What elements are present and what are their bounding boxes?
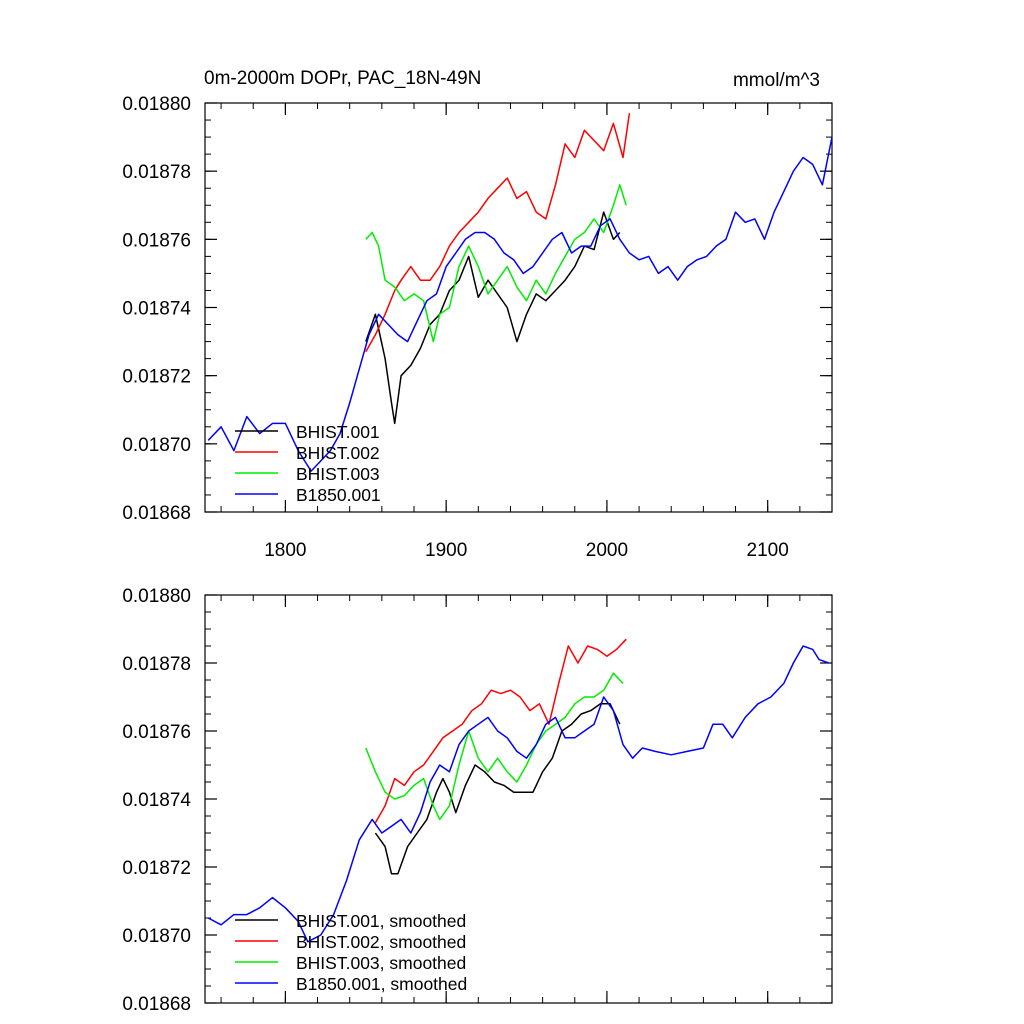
raw-panel: 0.01868 0.01870 0.01872 0.01874 0.01876 0.018… <box>122 94 833 561</box>
smooth-series-line-4 <box>207 645 830 943</box>
smooth-series-line-3 <box>365 672 624 821</box>
raw-y-tick-label: 0.01868 <box>122 503 191 524</box>
raw-y-tick-label: 0.01878 <box>122 162 191 183</box>
smooth-series-line-2 <box>374 638 627 824</box>
smooth-y-tick-label: 0.01880 <box>122 586 191 607</box>
raw-series-line-2 <box>365 113 631 353</box>
smooth-y-tick-label: 0.01876 <box>122 722 191 743</box>
raw-y-tick-label: 0.01870 <box>122 435 191 456</box>
smooth-y-tick-label: 0.01868 <box>122 994 191 1015</box>
smooth-y-tick-label: 0.01870 <box>122 926 191 947</box>
raw-legend-label: BHIST.002 <box>296 443 380 463</box>
raw-legend-label: B1850.001 <box>296 485 381 505</box>
raw-series-line-4 <box>207 136 832 472</box>
raw-series-line-1 <box>365 211 621 425</box>
raw-x-tick-label: 2000 <box>586 540 628 561</box>
raw-series-line-3 <box>365 184 627 343</box>
smooth-legend-label: B1850.001, smoothed <box>296 974 467 994</box>
smooth-legend-label: BHIST.002, smoothed <box>296 932 466 952</box>
chart-title: 0m-2000m DOPr, PAC_18N-49N <box>204 68 481 89</box>
raw-x-tick-label: 2100 <box>747 540 789 561</box>
raw-y-tick-label: 0.01876 <box>122 230 191 251</box>
smooth-series-line-1 <box>374 703 621 875</box>
raw-y-tick-label: 0.01880 <box>122 94 191 115</box>
smooth-legend-label: BHIST.001, smoothed <box>296 911 466 931</box>
smoothed-panel: 0.01868 0.01870 0.01872 0.01874 0.01876 0.018… <box>122 586 833 1015</box>
raw-legend-label: BHIST.001 <box>296 422 380 442</box>
raw-x-tick-label: 1800 <box>264 540 306 561</box>
raw-x-tick-label: 1900 <box>425 540 467 561</box>
smooth-y-tick-label: 0.01878 <box>122 654 191 675</box>
smooth-legend-label: BHIST.003, smoothed <box>296 953 466 973</box>
units-label: mmol/m^3 <box>733 70 820 91</box>
raw-y-tick-label: 0.01872 <box>122 367 191 388</box>
smooth-y-tick-label: 0.01874 <box>122 790 191 811</box>
raw-y-tick-label: 0.01874 <box>122 299 191 320</box>
raw-legend-label: BHIST.003 <box>296 464 380 484</box>
smooth-y-tick-label: 0.01872 <box>122 858 191 879</box>
